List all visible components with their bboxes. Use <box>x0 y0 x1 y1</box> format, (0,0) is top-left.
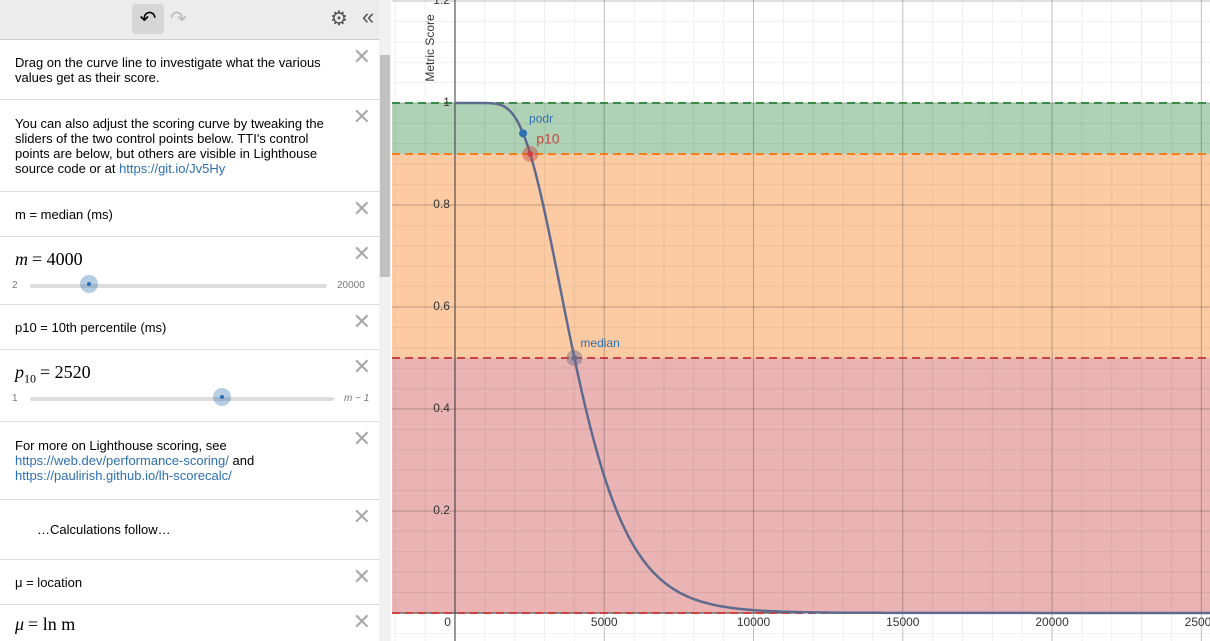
expression-item: m = median (ms) ✕ <box>0 192 379 237</box>
close-button[interactable]: ✕ <box>352 241 371 266</box>
expression-item: Drag on the curve line to investigate wh… <box>0 40 379 100</box>
note-text-part: You can also adjust the scoring curve by… <box>15 115 324 176</box>
close-button[interactable]: ✕ <box>352 44 371 69</box>
x-tick-label: 5000 <box>591 615 618 629</box>
expression-item: p10 = 2520 ✕ 1 m − 1 <box>0 350 379 422</box>
slider-max: 20000 <box>337 280 365 291</box>
close-button[interactable]: ✕ <box>352 196 371 221</box>
score-band <box>392 154 1210 358</box>
note-text-part: m = median (ms) <box>15 206 113 222</box>
close-button[interactable]: ✕ <box>352 426 371 451</box>
y-axis-label: Metric Score <box>423 14 437 82</box>
note-text-part: Drag on the curve line to investigate wh… <box>15 54 321 85</box>
y-tick-label: 0.2 <box>433 503 450 517</box>
math-expression: μ = ln m <box>15 614 75 635</box>
point-label: podr <box>529 112 553 126</box>
math-subscript: 10 <box>24 371 36 386</box>
close-button[interactable]: ✕ <box>352 104 371 129</box>
control-point-center <box>527 151 534 158</box>
note-text: μ = location <box>15 575 82 590</box>
slider-thumb[interactable] <box>212 388 231 406</box>
link[interactable]: https://git.io/Jv5Hy <box>119 160 226 176</box>
note-text-part: μ = location <box>15 574 83 590</box>
expression-item: …Calculations follow… ✕ <box>0 500 379 560</box>
settings-button[interactable]: ⚙ <box>330 8 348 30</box>
undo-button[interactable]: ↶ <box>132 4 164 34</box>
y-tick-label: 1 <box>443 95 450 109</box>
slider-min: 1 <box>12 393 18 404</box>
close-button[interactable]: ✕ <box>352 609 371 634</box>
close-button[interactable]: ✕ <box>352 309 371 334</box>
math-value: = 2520 <box>40 362 91 382</box>
math-value: = ln m <box>28 614 76 634</box>
math-variable: μ <box>15 614 25 634</box>
note-text: m = median (ms) <box>15 207 113 222</box>
close-button[interactable]: ✕ <box>352 354 371 379</box>
control-point <box>519 129 528 138</box>
score-band <box>392 357 1210 613</box>
control-point-center <box>571 354 578 361</box>
slider-thumb[interactable] <box>80 275 99 293</box>
note-text: You can also adjust the scoring curve by… <box>15 116 339 176</box>
note-text-part: …Calculations follow… <box>37 522 171 537</box>
point-label: p10 <box>536 131 560 147</box>
expression-item: μ = ln m ✕ <box>0 605 379 641</box>
origin-label: 0 <box>444 615 451 629</box>
expression-item: For more on Lighthouse scoring, see https… <box>0 422 379 500</box>
slider-track <box>30 284 327 288</box>
x-tick-label: 10000 <box>737 615 771 629</box>
y-tick-label: 1.2 <box>433 0 450 7</box>
expression-item: μ = location ✕ <box>0 560 379 605</box>
scroll-thumb[interactable] <box>380 55 390 277</box>
math-expression: m = 4000 <box>15 249 83 270</box>
math-value: = 4000 <box>32 249 83 269</box>
close-button[interactable]: ✕ <box>352 564 371 589</box>
link[interactable]: https://web.dev/performance-scoring/ <box>15 453 229 468</box>
slider-track <box>30 397 334 401</box>
note-text: For more on Lighthouse scoring, see https… <box>15 438 254 483</box>
x-tick-label: 15000 <box>886 615 920 629</box>
point-label: median <box>580 336 619 350</box>
expression-item: m = 4000 ✕ 2 20000 <box>0 237 379 305</box>
note-text-part: For more on Lighthouse scoring, see <box>15 438 227 453</box>
y-tick-label: 0.8 <box>433 197 450 211</box>
x-tick-label: 20000 <box>1035 615 1069 629</box>
expression-item: You can also adjust the scoring curve by… <box>0 100 379 192</box>
y-tick-label: 0.4 <box>433 401 450 415</box>
note-text: …Calculations follow… <box>15 522 171 537</box>
toolbar: ↶ ↷ ⚙ « <box>0 0 379 40</box>
expression-list: ↶ ↷ ⚙ « Drag on the curve line to invest… <box>0 0 380 641</box>
expression-item: p10 = 10th percentile (ms) ✕ <box>0 305 379 350</box>
score-curve <box>455 101 1210 615</box>
slider-min: 2 <box>12 280 18 291</box>
note-text: p10 = 10th percentile (ms) <box>15 320 166 335</box>
note-text-part: p10 = 10th percentile (ms) <box>15 319 167 335</box>
scrollbar[interactable] <box>379 0 391 641</box>
note-text: Drag on the curve line to investigate wh… <box>15 55 339 85</box>
y-tick-label: 0.6 <box>433 299 450 313</box>
redo-button[interactable]: ↷ <box>170 8 187 30</box>
math-variable: m <box>15 249 28 269</box>
math-expression: p10 = 2520 <box>15 362 91 387</box>
note-text-part: and <box>228 453 255 468</box>
collapse-button[interactable]: « <box>362 4 375 29</box>
items: Drag on the curve line to investigate wh… <box>0 40 379 641</box>
math-variable: p <box>15 362 24 382</box>
link[interactable]: https://paulirish.github.io/lh-scorecalc… <box>15 468 232 483</box>
close-button[interactable]: ✕ <box>352 504 371 529</box>
slider-max: m − 1 <box>344 393 370 404</box>
